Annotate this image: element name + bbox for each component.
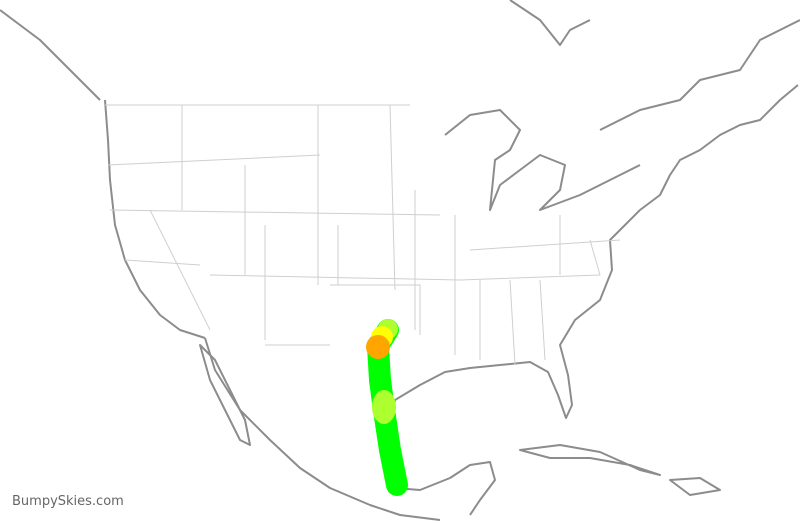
state-borders — [105, 104, 621, 366]
flight-track — [366, 319, 408, 496]
hispaniola — [669, 477, 721, 496]
canada-coast — [0, 0, 800, 131]
turbulence-patch-light — [372, 390, 396, 424]
mexico-pacific-coast — [204, 337, 441, 521]
gulf-coast — [389, 209, 641, 489]
yucatan-coast — [394, 461, 496, 516]
turbulence-patch-moderate — [366, 335, 390, 359]
baja-peninsula — [199, 344, 251, 446]
northeast-coast — [639, 84, 799, 211]
watermark: BumpySkies.com — [12, 494, 124, 509]
cuba — [519, 444, 661, 476]
great-lakes — [444, 109, 641, 211]
